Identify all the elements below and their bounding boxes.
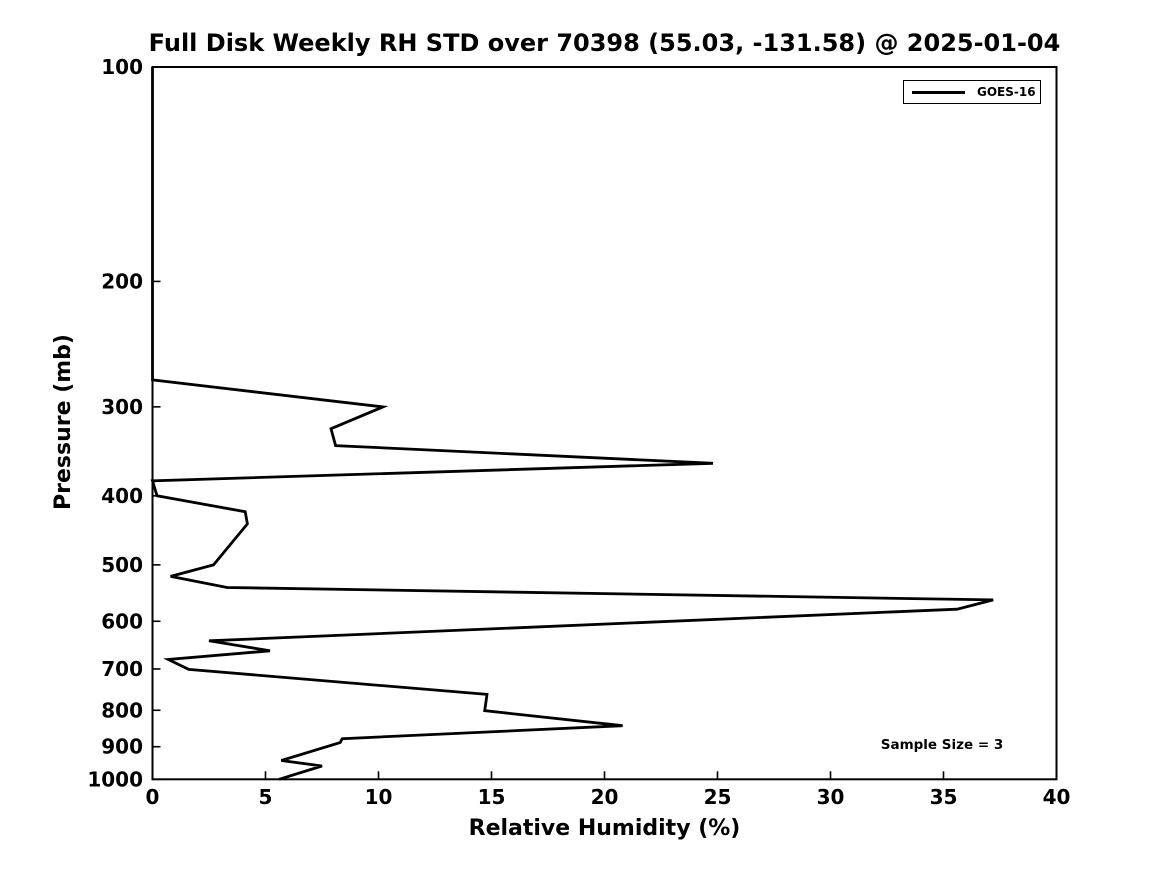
y-axis-label: Pressure (mb) [51, 334, 76, 510]
legend: GOES-16 [903, 80, 1041, 104]
x-tick-label: 0 [146, 785, 160, 809]
x-tick-label: 20 [591, 785, 619, 809]
axes-frame [151, 66, 1058, 781]
x-axis-label: Relative Humidity (%) [468, 816, 741, 841]
y-tick-label: 800 [101, 698, 143, 722]
y-tick-label: 400 [101, 484, 143, 508]
x-tick-label: 5 [259, 785, 273, 809]
y-tick-label: 1000 [87, 767, 143, 791]
legend-line-sample [912, 90, 965, 94]
y-tick-label: 100 [101, 55, 143, 79]
x-tick-label: 40 [1043, 785, 1071, 809]
chart-title: Full Disk Weekly RH STD over 70398 (55.0… [148, 29, 1061, 57]
y-tick-label: 300 [101, 395, 143, 419]
x-tick-label: 35 [930, 785, 958, 809]
x-tick-label: 10 [365, 785, 393, 809]
sample-size-annotation: Sample Size = 3 [880, 737, 1004, 753]
x-tick-label: 15 [478, 785, 506, 809]
y-tick-label: 500 [101, 553, 143, 577]
y-tick-label: 700 [101, 657, 143, 681]
y-tick-label: 600 [101, 609, 143, 633]
series-line-goes-16 [150, 67, 994, 781]
x-tick-label: 30 [817, 785, 845, 809]
x-tick-label: 25 [704, 785, 732, 809]
legend-label: GOES-16 [977, 85, 1036, 99]
y-tick-label: 200 [101, 269, 143, 293]
y-tick-label: 900 [101, 735, 143, 759]
